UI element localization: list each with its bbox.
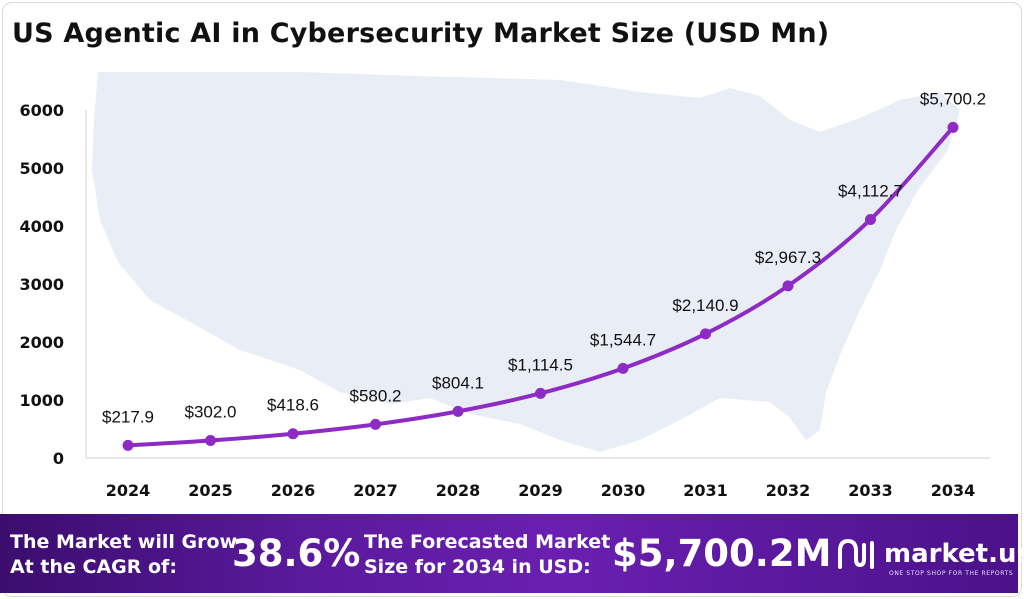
x-tick-label: 2032 bbox=[766, 481, 811, 500]
forecast-label-line2: Size for 2034 in USD: bbox=[364, 556, 591, 578]
x-tick-label: 2034 bbox=[931, 481, 976, 500]
data-label: $418.6 bbox=[267, 396, 319, 415]
y-tick-label: 4000 bbox=[19, 217, 64, 236]
x-tick-label: 2024 bbox=[106, 481, 151, 500]
brand-tagline: ONE STOP SHOP FOR THE REPORTS bbox=[889, 570, 1014, 577]
x-tick-label: 2030 bbox=[601, 481, 646, 500]
y-tick-label: 2000 bbox=[19, 333, 64, 352]
x-tick-label: 2026 bbox=[271, 481, 316, 500]
data-point bbox=[865, 213, 876, 225]
data-label: $2,140.9 bbox=[672, 296, 738, 315]
data-point bbox=[370, 418, 381, 430]
line-chart: 0 1000 2000 3000 4000 5000 6000 2024 2025 2026 202… bbox=[19, 72, 990, 500]
data-point bbox=[287, 428, 299, 440]
us-map-silhouette bbox=[92, 72, 960, 452]
data-point bbox=[205, 434, 216, 446]
data-label: $4,112.7 bbox=[838, 181, 903, 200]
data-label: $1,114.5 bbox=[508, 355, 573, 374]
x-tick-label: 2027 bbox=[353, 481, 398, 500]
y-tick-label: 6000 bbox=[19, 101, 64, 120]
data-label: $804.1 bbox=[432, 373, 484, 392]
data-label: $580.2 bbox=[350, 386, 402, 405]
data-label: $302.0 bbox=[185, 402, 237, 421]
data-label: $2,967.3 bbox=[755, 248, 821, 267]
summary-banner bbox=[0, 514, 1018, 593]
forecast-value: $5,700.2M bbox=[612, 532, 832, 575]
x-tick-label: 2028 bbox=[436, 481, 481, 500]
data-point bbox=[122, 439, 134, 451]
chart-title: US Agentic AI in Cybersecurity Market Si… bbox=[12, 18, 830, 49]
y-tick-label: 0 bbox=[53, 449, 64, 468]
x-tick-label: 2033 bbox=[848, 481, 893, 500]
x-tick-label: 2031 bbox=[683, 481, 728, 500]
forecast-label-line1: The Forecasted Market bbox=[364, 531, 611, 553]
y-tick-label: 3000 bbox=[19, 275, 64, 294]
cagr-value: 38.6% bbox=[232, 532, 361, 575]
y-tick-label: 1000 bbox=[19, 391, 64, 410]
cagr-label-line2: At the CAGR of: bbox=[10, 556, 177, 578]
market-us-logo-icon bbox=[838, 538, 874, 569]
data-label: $217.9 bbox=[102, 407, 154, 426]
data-label: $1,544.7 bbox=[590, 330, 656, 349]
data-point bbox=[535, 387, 546, 399]
data-point bbox=[782, 280, 794, 292]
x-tick-label: 2025 bbox=[188, 481, 233, 500]
data-label: $5,700.2 bbox=[920, 89, 986, 108]
x-tick-label: 2029 bbox=[518, 481, 563, 500]
y-tick-label: 5000 bbox=[19, 159, 64, 178]
data-point bbox=[452, 405, 464, 417]
brand-name: market.us bbox=[884, 539, 1024, 569]
data-point bbox=[947, 121, 959, 133]
cagr-label-line1: The Market will Grow bbox=[10, 531, 238, 553]
data-point bbox=[700, 328, 711, 340]
data-point bbox=[617, 362, 629, 374]
